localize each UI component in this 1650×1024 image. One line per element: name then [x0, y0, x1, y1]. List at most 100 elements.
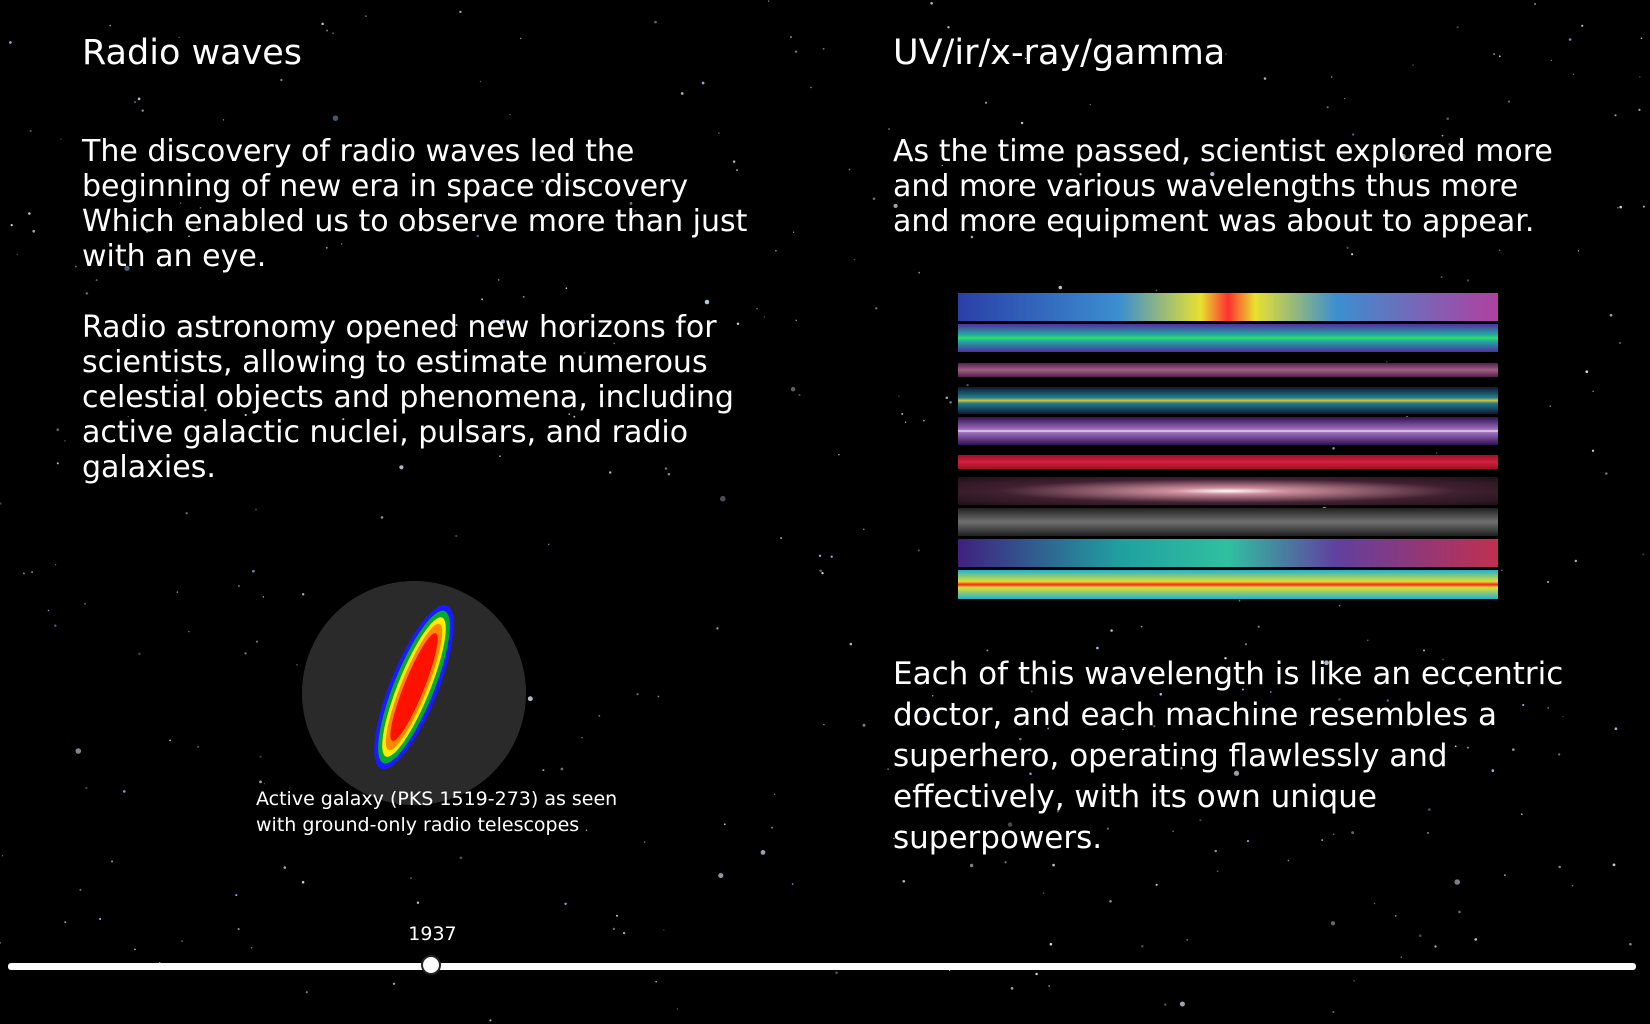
star: [821, 571, 824, 575]
star: [819, 569, 823, 573]
star: [1577, 250, 1580, 252]
star: [1224, 656, 1227, 660]
star: [1418, 934, 1422, 938]
star: [64, 440, 66, 442]
star: [1474, 185, 1477, 188]
star: [392, 982, 396, 985]
star: [1077, 216, 1080, 218]
star: [326, 29, 329, 32]
star: [969, 863, 974, 868]
star: [735, 169, 739, 172]
star: [1263, 77, 1267, 80]
star: [822, 47, 825, 50]
star: [1122, 728, 1124, 731]
star: [659, 403, 662, 405]
star: [1096, 646, 1099, 650]
star: [1330, 921, 1336, 926]
timeline-slider-handle[interactable]: [421, 955, 442, 975]
star: [1571, 884, 1574, 887]
star: [932, 715, 935, 717]
star: [1405, 193, 1408, 196]
star: [966, 383, 969, 387]
star: [1638, 108, 1641, 112]
star: [1155, 289, 1158, 292]
star: [1338, 605, 1341, 607]
star: [1199, 819, 1202, 822]
star: [736, 322, 740, 325]
star: [1159, 789, 1162, 791]
star: [1091, 757, 1094, 760]
star: [1110, 629, 1113, 632]
star: [1172, 830, 1174, 832]
star: [1400, 956, 1403, 958]
star: [1153, 724, 1156, 728]
star: [1214, 849, 1217, 853]
star: [1493, 53, 1496, 55]
star: [1338, 698, 1341, 701]
star: [1351, 831, 1354, 834]
star: [1549, 405, 1552, 408]
star: [259, 755, 262, 758]
star: [1409, 153, 1414, 158]
star: [455, 324, 458, 327]
star: [1352, 133, 1355, 136]
star: [904, 421, 907, 423]
star: [1558, 865, 1562, 869]
star: [416, 901, 420, 904]
star: [296, 663, 298, 666]
star: [399, 140, 401, 142]
star: [547, 543, 550, 546]
star: [1244, 643, 1248, 646]
star: [1434, 945, 1437, 948]
star: [1020, 121, 1024, 125]
star: [199, 207, 202, 209]
star: [1642, 205, 1645, 208]
star: [835, 971, 838, 975]
wavelength-superhero-paragraph: Each of this wavelength is like an eccen…: [893, 656, 1564, 856]
star: [364, 15, 367, 18]
star: [1246, 839, 1250, 843]
star: [244, 227, 248, 231]
star: [570, 179, 572, 182]
star: [64, 921, 67, 924]
star: [1629, 943, 1632, 946]
star: [732, 160, 736, 163]
star: [1314, 787, 1316, 789]
timeline-track[interactable]: [8, 963, 1636, 970]
star: [178, 36, 180, 38]
star: [1499, 249, 1501, 251]
star: [47, 609, 50, 612]
star: [99, 917, 102, 921]
star: [1269, 691, 1272, 693]
star: [356, 370, 359, 373]
star: [1454, 745, 1457, 748]
star: [1079, 173, 1082, 176]
star: [663, 929, 665, 931]
multiwavelength-milky-way-image: [958, 293, 1498, 599]
star: [654, 20, 657, 24]
star: [1373, 902, 1376, 905]
star: [380, 516, 384, 519]
star: [1428, 808, 1431, 811]
star: [780, 537, 783, 540]
star: [654, 425, 656, 428]
star: [773, 793, 776, 795]
star: [585, 829, 588, 832]
star: [263, 782, 266, 785]
star: [1440, 276, 1443, 279]
star: [1353, 980, 1355, 982]
star: [918, 271, 921, 274]
star: [180, 939, 184, 943]
star: [888, 128, 890, 130]
star: [1619, 342, 1621, 344]
star: [1351, 253, 1354, 256]
star: [124, 265, 130, 271]
star: [598, 714, 601, 717]
star: [1225, 53, 1227, 55]
star: [1241, 688, 1244, 691]
star: [134, 101, 137, 104]
star: [412, 227, 416, 230]
star: [1242, 802, 1246, 805]
timeline-year-label: 1937: [408, 923, 457, 945]
star: [1407, 157, 1410, 160]
